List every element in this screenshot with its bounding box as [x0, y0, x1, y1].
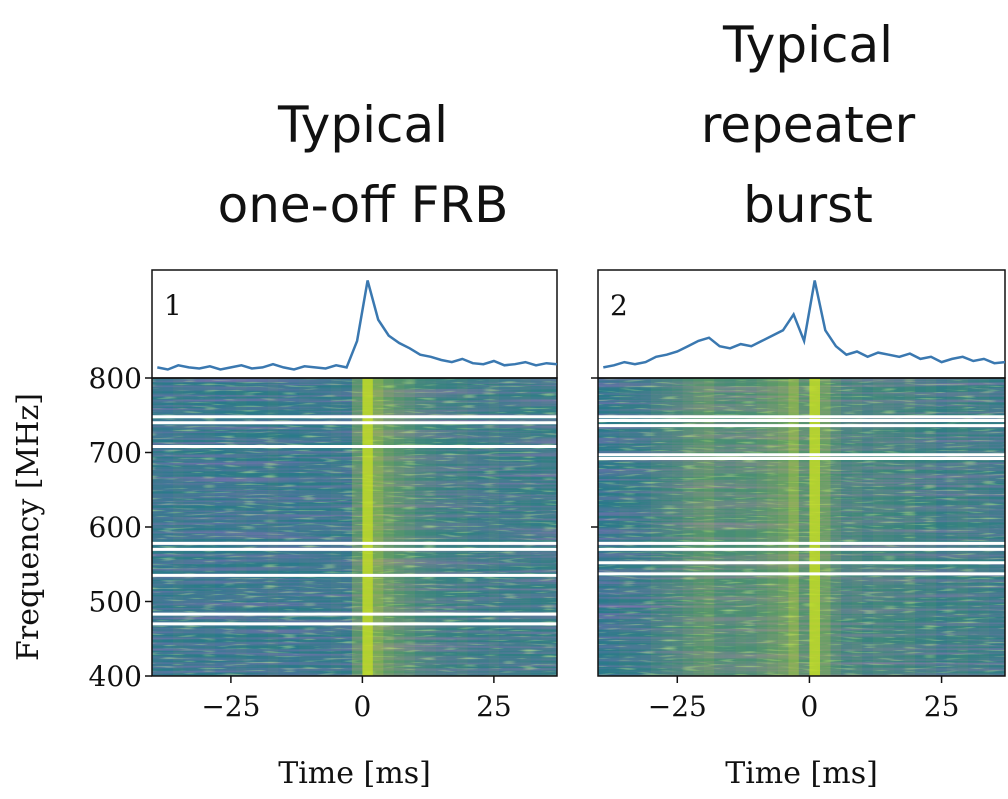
x-tick-label: 0 [353, 690, 371, 723]
burst-column [830, 378, 842, 676]
burst-column [915, 378, 926, 676]
burst-column [488, 378, 500, 676]
burst-column [883, 378, 894, 676]
burst-column [541, 378, 552, 676]
panel-label: 2 [610, 289, 628, 322]
burst-column [999, 378, 1005, 676]
burst-column [630, 378, 641, 676]
burst-column [968, 378, 979, 676]
burst-column [661, 378, 672, 676]
burst-column [351, 378, 363, 676]
panel-title: Typical [277, 96, 448, 154]
burst-column [693, 378, 704, 676]
burst-column [609, 378, 620, 676]
burst-column [478, 378, 489, 676]
burst-column [672, 378, 683, 676]
y-tick-label: 600 [89, 511, 142, 544]
burst-column [872, 378, 884, 676]
burst-column [393, 378, 405, 676]
x-axis-label: Time [ms] [278, 756, 431, 791]
burst-column [499, 378, 510, 676]
burst-column [957, 378, 968, 676]
burst-column [682, 378, 694, 676]
burst-column [735, 378, 746, 676]
burst-column [509, 378, 521, 676]
burst-column [894, 378, 905, 676]
x-tick-label: 25 [924, 690, 960, 723]
y-tick-label: 500 [89, 586, 142, 619]
burst-column [425, 378, 437, 676]
panel-title: burst [743, 176, 873, 234]
burst-column [756, 378, 768, 676]
y-axis-label: Frequency [MHz] [11, 393, 46, 661]
burst-column [236, 378, 247, 676]
panel-title: Typical [722, 16, 893, 74]
burst-column [767, 378, 778, 676]
burst-column [862, 378, 873, 676]
burst-column [467, 378, 479, 676]
burst-column [798, 378, 810, 676]
burst-column [372, 378, 384, 676]
burst-column [530, 378, 542, 676]
burst-column [841, 378, 852, 676]
burst-column [788, 378, 799, 676]
panel-label: 1 [164, 289, 182, 322]
waterfall-speckle [598, 378, 1005, 676]
burst-column [925, 378, 937, 676]
burst-column [946, 378, 958, 676]
x-axis-label: Time [ms] [725, 756, 878, 791]
burst-column [724, 378, 736, 676]
panel-title: one-off FRB [218, 176, 509, 234]
y-tick-label: 800 [89, 362, 142, 395]
burst-column [446, 378, 458, 676]
x-tick-label: −25 [201, 690, 260, 723]
burst-column [330, 378, 342, 676]
burst-column [457, 378, 468, 676]
burst-column [436, 378, 447, 676]
burst-column [978, 378, 990, 676]
y-tick-label: 400 [89, 660, 142, 693]
burst-column [904, 378, 916, 676]
burst-column [640, 378, 651, 676]
burst-column [820, 378, 831, 676]
burst-column [746, 378, 757, 676]
y-tick-label: 700 [89, 437, 142, 470]
x-tick-label: 0 [801, 690, 819, 723]
burst-column [851, 378, 863, 676]
burst-column [936, 378, 947, 676]
burst-column [551, 378, 557, 676]
burst-column [714, 378, 725, 676]
burst-column [520, 378, 531, 676]
panel-title: repeater [701, 96, 916, 154]
burst-column [383, 378, 394, 676]
pulse-profile [603, 280, 1006, 369]
burst-column [809, 378, 820, 676]
burst-column [267, 378, 279, 676]
burst-column [173, 378, 184, 676]
burst-column [777, 378, 789, 676]
waterfall-speckle [152, 378, 557, 676]
burst-column [414, 378, 426, 676]
pulse-profile [157, 280, 558, 371]
burst-column [650, 378, 662, 676]
burst-column [362, 378, 373, 676]
x-tick-label: −25 [648, 690, 707, 723]
burst-column [404, 378, 415, 676]
burst-column [703, 378, 715, 676]
x-tick-label: 25 [476, 690, 512, 723]
burst-column [989, 378, 1000, 676]
burst-column [619, 378, 630, 676]
